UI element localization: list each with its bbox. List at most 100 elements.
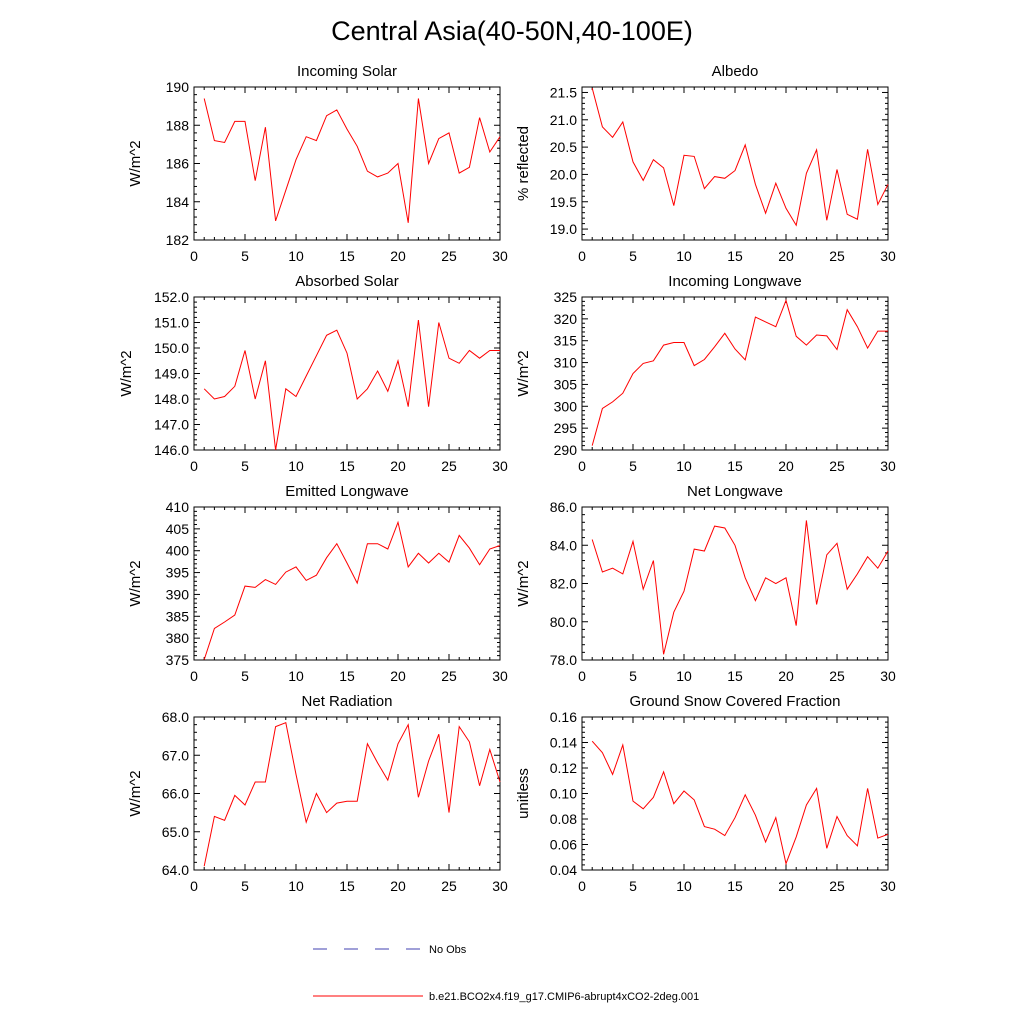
y-tick-label: 67.0 [162,747,189,763]
panel-title: Albedo [712,63,759,80]
plot-frame [193,716,501,871]
y-tick-label: 315 [554,333,578,349]
x-tick-label: 30 [880,878,896,894]
panel-7: Net Radiation 0 5 10 15 20 25 30 64.0 65.0 66.0 67.… [127,693,508,894]
legend-obs-label: No Obs [429,944,467,956]
y-tick-label: 380 [166,630,190,646]
y-tick-label: 390 [166,586,190,602]
y-tick-label: 146.0 [154,442,189,458]
legend: No Obs b.e21.BCO2x4.f19_g17.CMIP6-abrupt… [313,944,699,1003]
y-tick-label: 0.06 [550,837,577,853]
y-tick-label: 82.0 [550,576,577,592]
panel-2: Albedo 0 5 10 15 20 25 30 19.0 19.5 20.0 20.5 21.0 21… [515,63,896,264]
y-tick-label: 19.5 [550,194,577,210]
y-axis-label: unitless [515,768,532,819]
y-tick-label: 0.10 [550,786,577,802]
y-tick-label: 0.14 [550,735,577,751]
x-tick-label: 0 [578,248,586,264]
x-tick-label: 0 [578,458,586,474]
panel-title: Incoming Longwave [668,273,801,290]
panel-8: Ground Snow Covered Fraction 0 5 10 15 20 25 30… [515,693,896,894]
x-tick-label: 0 [190,458,198,474]
series-line-model [203,722,501,867]
y-tick-label: 410 [166,499,190,515]
y-tick-label: 0.04 [550,862,577,878]
y-tick-label: 20.5 [550,139,577,155]
plot-frame [193,506,501,661]
x-tick-label: 10 [288,248,304,264]
y-tick-label: 182 [166,232,190,248]
x-tick-label: 25 [829,248,845,264]
x-tick-label: 15 [339,878,355,894]
y-axis-label: W/m^2 [118,350,135,396]
x-tick-label: 20 [390,248,406,264]
panel-6: Net Longwave 0 5 10 15 20 25 30 78.0 80.0 82.0 84.0… [515,483,896,684]
x-tick-label: 10 [288,668,304,684]
x-tick-label: 30 [492,248,508,264]
y-tick-label: 64.0 [162,862,189,878]
y-tick-label: 84.0 [550,537,577,553]
x-tick-label: 25 [441,248,457,264]
series-line-model [591,520,889,655]
series-line-model [203,98,501,223]
y-tick-label: 405 [166,521,190,537]
plot-frame [193,296,501,451]
x-tick-label: 30 [492,668,508,684]
y-tick-label: 147.0 [154,417,189,433]
x-tick-label: 10 [676,878,692,894]
x-tick-label: 25 [829,668,845,684]
panel-title: Net Radiation [302,693,393,710]
y-tick-label: 19.0 [550,221,577,237]
panel-title: Absorbed Solar [295,273,398,290]
y-tick-label: 65.0 [162,824,189,840]
figure-title: Central Asia(40-50N,40-100E) [331,16,693,46]
y-tick-label: 152.0 [154,289,189,305]
y-tick-label: 21.5 [550,84,577,100]
x-tick-label: 25 [441,458,457,474]
y-tick-label: 295 [554,420,578,436]
y-axis-label: W/m^2 [127,770,144,816]
y-tick-label: 190 [166,79,190,95]
y-tick-label: 400 [166,543,190,559]
x-tick-label: 20 [778,878,794,894]
panel-title: Ground Snow Covered Fraction [630,693,841,710]
panel-grid: Incoming Solar 0 5 10 15 20 25 30 182 184 186 188 19… [118,63,896,894]
y-tick-label: 305 [554,376,578,392]
x-tick-label: 30 [492,878,508,894]
x-tick-label: 5 [629,878,637,894]
y-tick-label: 150.0 [154,340,189,356]
y-tick-label: 0.16 [550,709,577,725]
x-tick-label: 0 [578,878,586,894]
y-tick-label: 300 [554,398,578,414]
x-tick-label: 10 [676,668,692,684]
series-line-model [591,740,889,866]
x-tick-label: 30 [880,668,896,684]
y-tick-label: 78.0 [550,652,577,668]
y-tick-label: 0.08 [550,811,577,827]
x-tick-label: 15 [339,668,355,684]
y-axis-label: W/m^2 [515,560,532,606]
plot-frame [193,86,501,241]
y-tick-label: 20.0 [550,166,577,182]
x-tick-label: 10 [676,248,692,264]
y-tick-label: 80.0 [550,614,577,630]
x-tick-label: 15 [339,458,355,474]
x-tick-label: 30 [880,248,896,264]
y-tick-label: 86.0 [550,499,577,515]
x-tick-label: 15 [727,458,743,474]
y-axis-label: % reflected [515,126,532,201]
y-tick-label: 395 [166,565,190,581]
y-tick-label: 325 [554,289,578,305]
y-axis-label: W/m^2 [515,350,532,396]
x-tick-label: 30 [492,458,508,474]
series-line-model [203,520,501,660]
panel-3: Absorbed Solar 0 5 10 15 20 25 30 146.0 147.0 148.… [118,273,508,474]
series-line-model [591,87,889,227]
y-tick-label: 68.0 [162,709,189,725]
y-tick-label: 290 [554,442,578,458]
x-tick-label: 5 [241,878,249,894]
y-tick-label: 21.0 [550,112,577,128]
y-tick-label: 320 [554,311,578,327]
x-tick-label: 10 [676,458,692,474]
